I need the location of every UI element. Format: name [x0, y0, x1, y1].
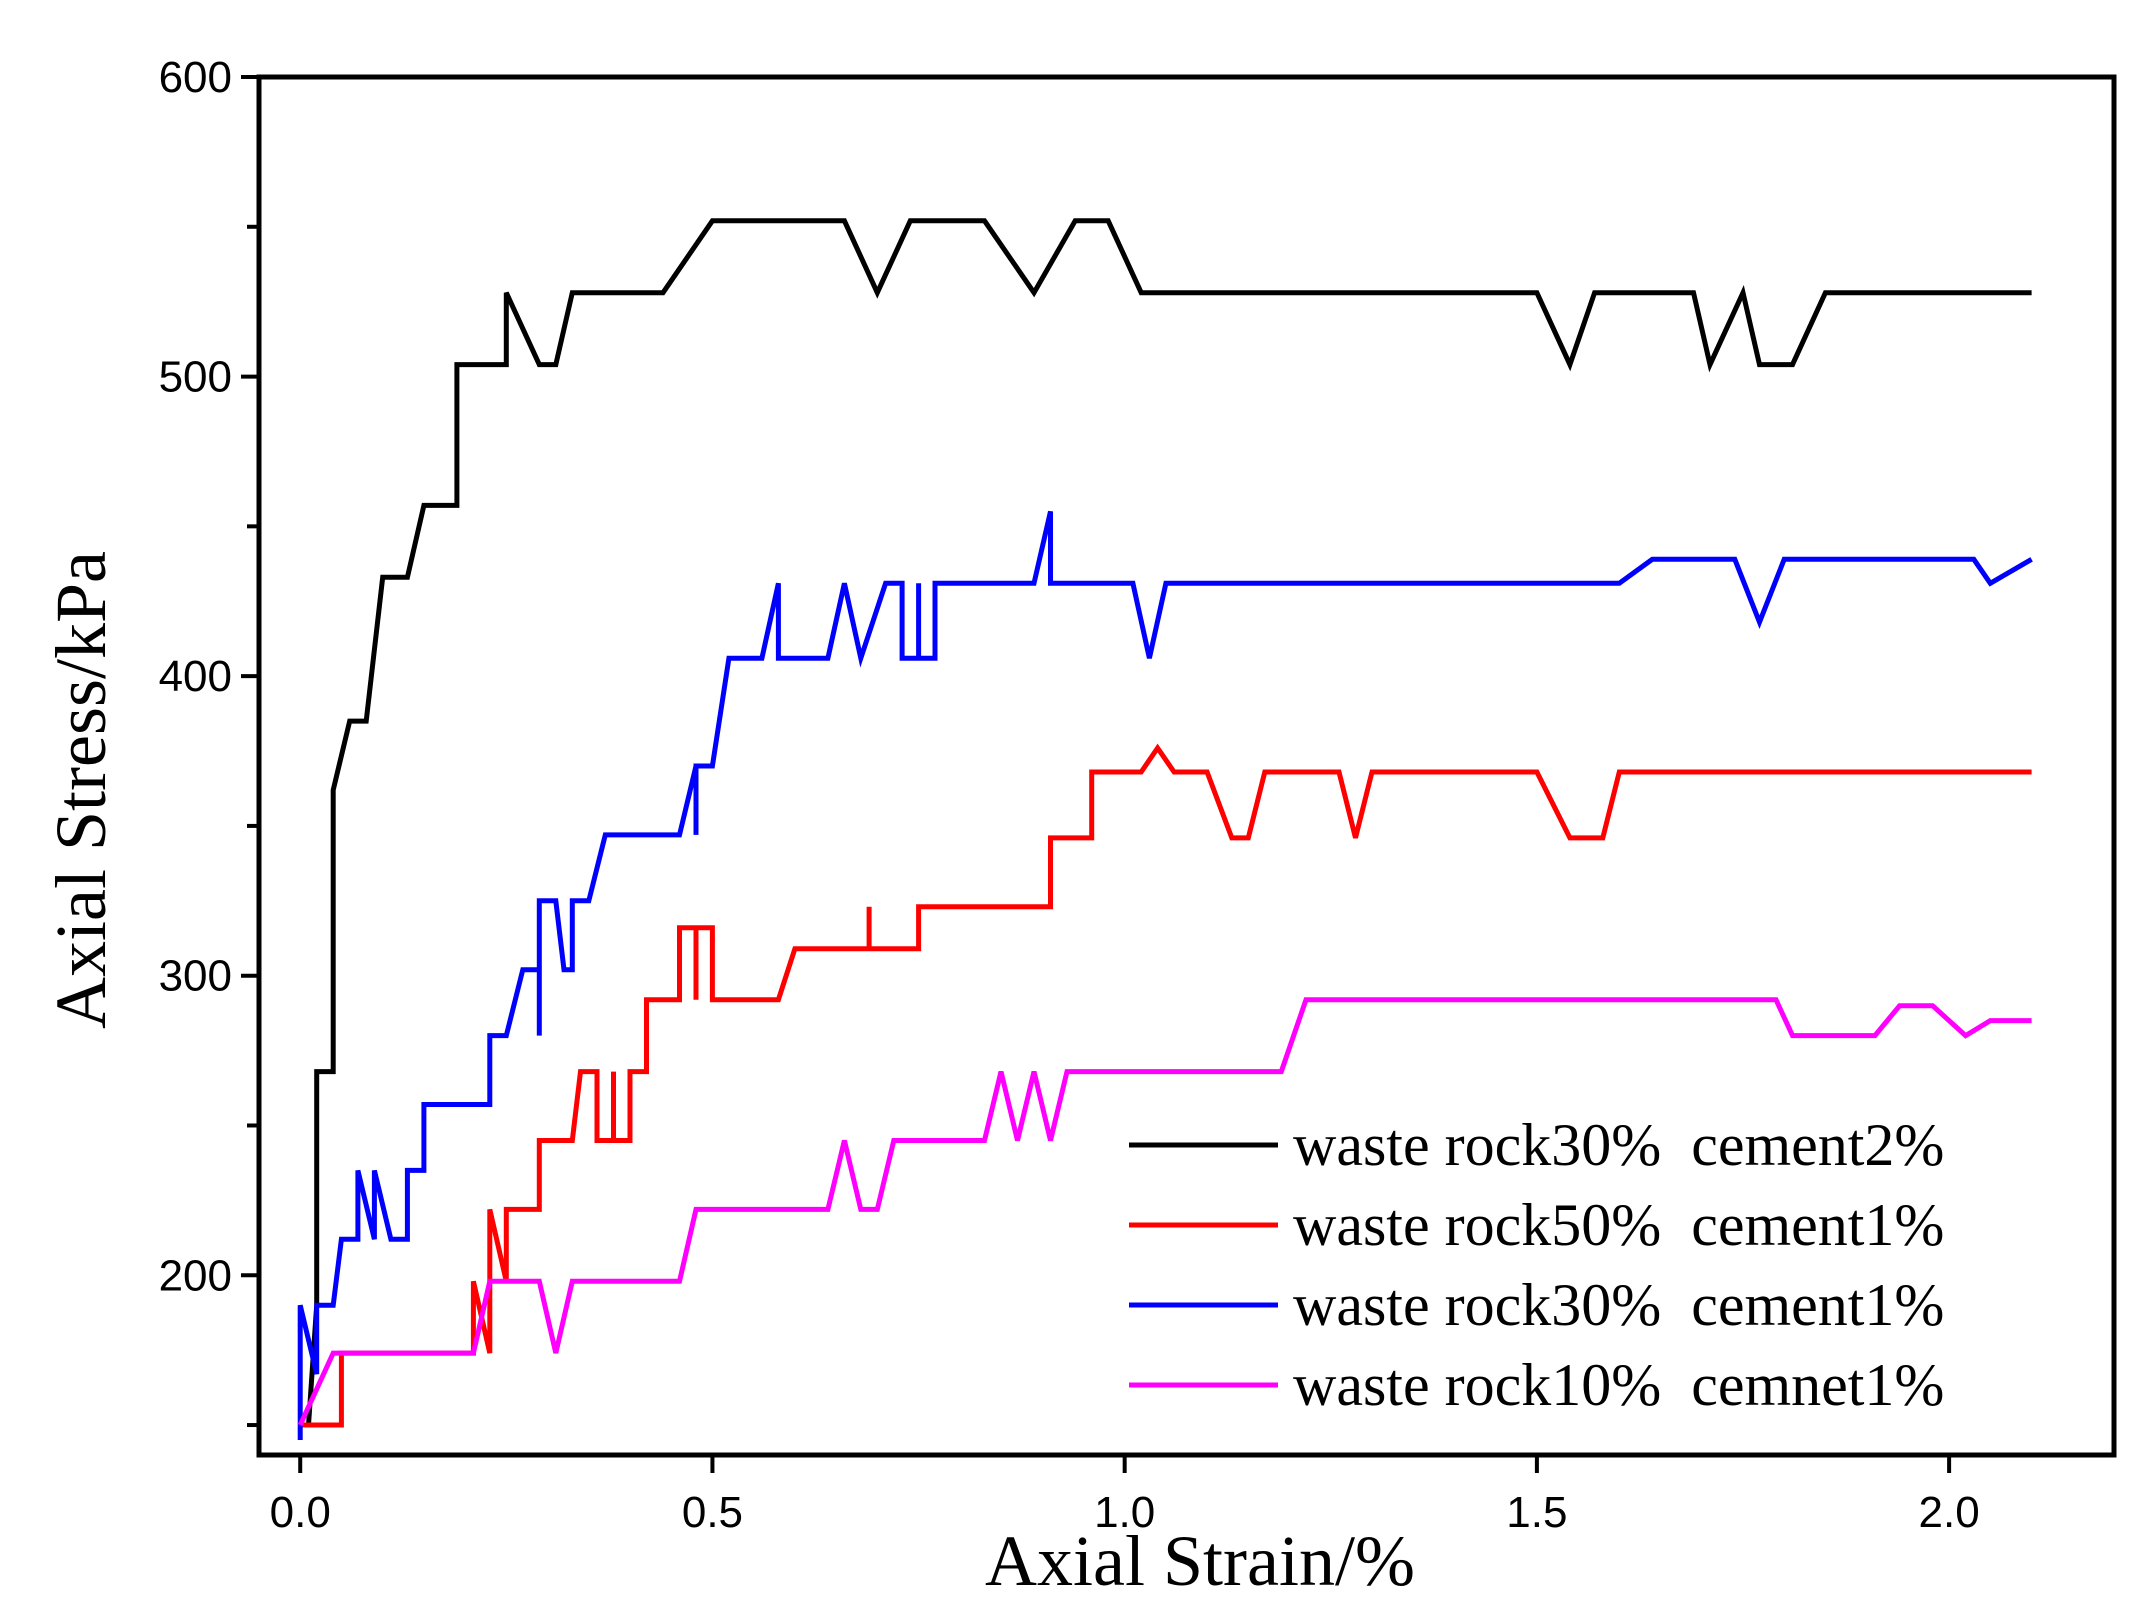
y-tick-label: 200 — [159, 1251, 232, 1300]
y-tick-label: 500 — [159, 353, 232, 402]
x-axis-title: Axial Strain/% — [985, 1521, 1415, 1601]
ticks-layer: 0.0 0.5 1.0 1.5 2.0 200 300 400 500 600 — [159, 53, 1980, 1537]
legend-label-3: waste rock30% cement1% — [1293, 1272, 1944, 1338]
y-axis-title: Axial Stress/kPa — [41, 551, 121, 1029]
y-tick-label: 600 — [159, 53, 232, 102]
legend-label-1: waste rock30% cement2% — [1293, 1112, 1944, 1178]
x-tick-label: 0.0 — [270, 1488, 331, 1537]
x-tick-label: 0.5 — [682, 1488, 743, 1537]
x-tick-label: 1.5 — [1506, 1488, 1567, 1537]
series-line-4 — [297, 997, 2032, 1427]
series-line-2 — [300, 743, 2032, 1428]
plot-frame — [256, 74, 2117, 1458]
legend-label-2: waste rock50% cement1% — [1293, 1192, 1944, 1258]
x-tick-label: 2.0 — [1919, 1488, 1980, 1537]
series-layer — [297, 218, 2033, 1440]
y-tick-label: 400 — [159, 652, 232, 701]
legend-label-4: waste rock10% cemnet1% — [1293, 1352, 1944, 1418]
series-line-3 — [297, 510, 2033, 1440]
y-tick-label: 300 — [159, 952, 232, 1001]
series-line-1 — [300, 218, 2032, 1428]
legend: waste rock30% cement2% waste rock50% ceme… — [1129, 1112, 1944, 1418]
x-tick-label: 1.0 — [1094, 1488, 1155, 1537]
